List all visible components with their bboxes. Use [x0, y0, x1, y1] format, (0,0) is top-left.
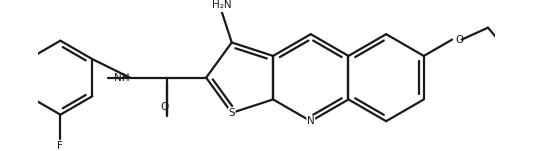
Text: S: S	[229, 108, 235, 118]
Text: O: O	[456, 35, 464, 45]
Text: H₂N: H₂N	[212, 0, 231, 10]
Text: O: O	[161, 103, 169, 112]
Text: N: N	[307, 116, 314, 126]
Text: NH: NH	[115, 73, 130, 83]
Text: F: F	[58, 141, 63, 151]
